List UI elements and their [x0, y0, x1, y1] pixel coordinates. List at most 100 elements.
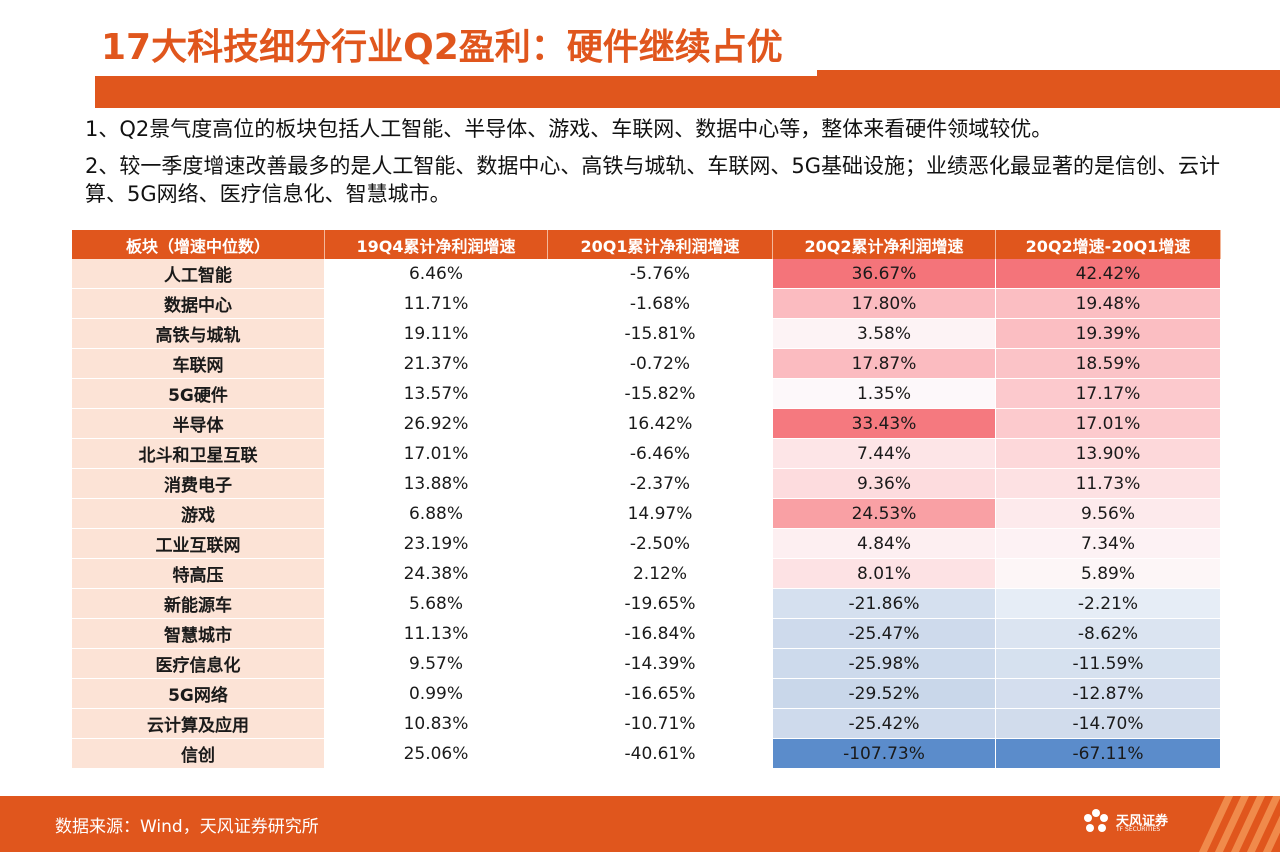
growth-19q4-cell: 6.46% [324, 259, 548, 289]
title-area: 17大科技细分行业Q2盈利：硬件继续占优 [95, 20, 1280, 108]
growth-20q2-cell: -25.98% [772, 648, 996, 679]
sector-name-cell: 数据中心 [72, 288, 325, 319]
table-row: 工业互联网 23.19% -2.50% 4.84% 7.34% [72, 528, 1221, 559]
sector-name-cell: 半导体 [72, 408, 325, 439]
sector-name-cell: 工业互联网 [72, 528, 325, 559]
page-title: 17大科技细分行业Q2盈利：硬件继续占优 [95, 20, 817, 76]
growth-19q4-cell: 11.71% [324, 288, 548, 319]
sector-name-cell: 云计算及应用 [72, 708, 325, 739]
growth-19q4-cell: 13.88% [324, 468, 548, 499]
growth-20q2-cell: 17.80% [772, 288, 996, 319]
sector-name-cell: 消费电子 [72, 468, 325, 499]
table-row: 人工智能 6.46% -5.76% 36.67% 42.42% [72, 259, 1221, 289]
growth-20q2-cell: -25.47% [772, 618, 996, 649]
growth-19q4-cell: 21.37% [324, 348, 548, 379]
growth-19q4-cell: 11.13% [324, 618, 548, 649]
sector-name-cell: 智慧城市 [72, 618, 325, 649]
growth-19q4-cell: 6.88% [324, 498, 548, 529]
growth-diff-cell: 17.17% [995, 378, 1221, 409]
growth-20q1-cell: -16.84% [547, 618, 773, 649]
header-20q1: 20Q1累计净利润增速 [547, 230, 773, 259]
growth-diff-cell: -67.11% [995, 738, 1221, 769]
growth-20q2-cell: -107.73% [772, 738, 996, 769]
growth-diff-cell: 11.73% [995, 468, 1221, 499]
table-row: 数据中心 11.71% -1.68% 17.80% 19.48% [72, 288, 1221, 319]
growth-20q2-cell: 17.87% [772, 348, 996, 379]
header-sector: 板块（增速中位数） [72, 230, 325, 259]
table-row: 云计算及应用 10.83% -10.71% -25.42% -14.70% [72, 708, 1221, 739]
growth-20q1-cell: -0.72% [547, 348, 773, 379]
growth-19q4-cell: 5.68% [324, 588, 548, 619]
flower-logo-icon [1084, 809, 1108, 832]
source-note: 数据来源：Wind，天风证券研究所 [55, 817, 319, 837]
table-row: 智慧城市 11.13% -16.84% -25.47% -8.62% [72, 618, 1221, 649]
summary-bullets: 1、Q2景气度高位的板块包括人工智能、半导体、游戏、车联网、数据中心等，整体来看… [85, 115, 1225, 217]
header-20q2: 20Q2累计净利润增速 [772, 230, 996, 259]
growth-20q2-cell: -21.86% [772, 588, 996, 619]
growth-20q1-cell: -10.71% [547, 708, 773, 739]
title-underline-bar [95, 70, 1280, 108]
growth-19q4-cell: 17.01% [324, 438, 548, 469]
table-row: 特高压 24.38% 2.12% 8.01% 5.89% [72, 558, 1221, 589]
table-row: 车联网 21.37% -0.72% 17.87% 18.59% [72, 348, 1221, 379]
table-row: 半导体 26.92% 16.42% 33.43% 17.01% [72, 408, 1221, 439]
growth-diff-cell: -11.59% [995, 648, 1221, 679]
growth-20q1-cell: 16.42% [547, 408, 773, 439]
tf-securities-logo: 天风证券 TF SECURITIES [1078, 804, 1178, 844]
decorative-stripes [1198, 796, 1280, 852]
table-header-row: 板块（增速中位数） 19Q4累计净利润增速 20Q1累计净利润增速 20Q2累计… [72, 230, 1221, 259]
growth-20q1-cell: -15.81% [547, 318, 773, 349]
growth-19q4-cell: 23.19% [324, 528, 548, 559]
growth-diff-cell: 5.89% [995, 558, 1221, 589]
sector-name-cell: 人工智能 [72, 259, 325, 289]
header-19q4: 19Q4累计净利润增速 [324, 230, 548, 259]
bullet-1: 1、Q2景气度高位的板块包括人工智能、半导体、游戏、车联网、数据中心等，整体来看… [85, 117, 1053, 141]
growth-20q2-cell: 36.67% [772, 259, 996, 289]
table-row: 信创 25.06% -40.61% -107.73% -67.11% [72, 738, 1221, 769]
growth-20q1-cell: -15.82% [547, 378, 773, 409]
growth-20q2-cell: 33.43% [772, 408, 996, 439]
table-row: 5G硬件 13.57% -15.82% 1.35% 17.17% [72, 378, 1221, 409]
growth-diff-cell: -12.87% [995, 678, 1221, 709]
logo-subtext: TF SECURITIES [1116, 826, 1161, 833]
sector-name-cell: 特高压 [72, 558, 325, 589]
growth-20q2-cell: -29.52% [772, 678, 996, 709]
sector-name-cell: 信创 [72, 738, 325, 769]
table-row: 消费电子 13.88% -2.37% 9.36% 11.73% [72, 468, 1221, 499]
growth-20q1-cell: 14.97% [547, 498, 773, 529]
growth-20q1-cell: -19.65% [547, 588, 773, 619]
sector-name-cell: 车联网 [72, 348, 325, 379]
growth-20q2-cell: 1.35% [772, 378, 996, 409]
sector-name-cell: 高铁与城轨 [72, 318, 325, 349]
growth-diff-cell: -8.62% [995, 618, 1221, 649]
bullet-2: 2、较一季度增速改善最多的是人工智能、数据中心、高铁与城轨、车联网、5G基础设施… [85, 154, 1220, 206]
table-row: 新能源车 5.68% -19.65% -21.86% -2.21% [72, 588, 1221, 619]
sector-name-cell: 新能源车 [72, 588, 325, 619]
growth-20q2-cell: 8.01% [772, 558, 996, 589]
table-body: 人工智能 6.46% -5.76% 36.67% 42.42% 数据中心 11.71% -1.… [72, 259, 1221, 769]
growth-diff-cell: 9.56% [995, 498, 1221, 529]
growth-diff-cell: 42.42% [995, 259, 1221, 289]
growth-20q2-cell: 9.36% [772, 468, 996, 499]
table-row: 5G网络 0.99% -16.65% -29.52% -12.87% [72, 678, 1221, 709]
sector-name-cell: 5G网络 [72, 678, 325, 709]
growth-diff-cell: -14.70% [995, 708, 1221, 739]
sector-name-cell: 北斗和卫星互联 [72, 438, 325, 469]
sector-name-cell: 游戏 [72, 498, 325, 529]
growth-diff-cell: 7.34% [995, 528, 1221, 559]
growth-20q1-cell: 2.12% [547, 558, 773, 589]
table-row: 医疗信息化 9.57% -14.39% -25.98% -11.59% [72, 648, 1221, 679]
growth-20q2-cell: 4.84% [772, 528, 996, 559]
growth-19q4-cell: 25.06% [324, 738, 548, 769]
table-row: 北斗和卫星互联 17.01% -6.46% 7.44% 13.90% [72, 438, 1221, 469]
growth-20q2-cell: 3.58% [772, 318, 996, 349]
footer-bar: 数据来源：Wind，天风证券研究所 天风证券 TF SECURITIES [0, 796, 1280, 852]
growth-20q1-cell: -2.37% [547, 468, 773, 499]
growth-diff-cell: -2.21% [995, 588, 1221, 619]
earnings-table: 板块（增速中位数） 19Q4累计净利润增速 20Q1累计净利润增速 20Q2累计… [72, 230, 1221, 769]
growth-20q1-cell: -40.61% [547, 738, 773, 769]
growth-diff-cell: 19.39% [995, 318, 1221, 349]
growth-diff-cell: 18.59% [995, 348, 1221, 379]
header-diff: 20Q2增速-20Q1增速 [995, 230, 1221, 259]
growth-20q2-cell: 24.53% [772, 498, 996, 529]
